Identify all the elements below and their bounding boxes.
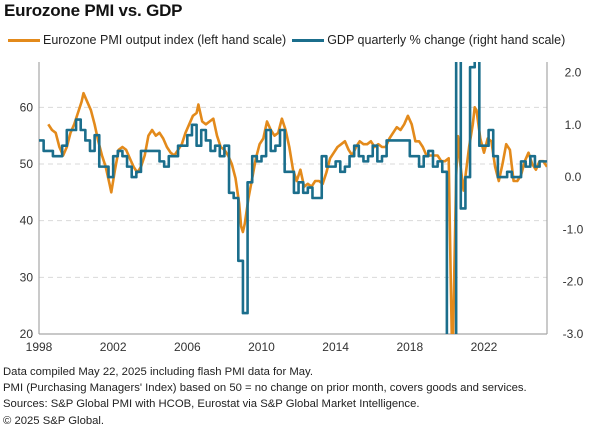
x-tick-label: 2010	[248, 340, 275, 354]
y-right-tick-label: -2.0	[563, 275, 584, 289]
note-definition: PMI (Purchasing Managers' Index) based o…	[3, 382, 527, 395]
legend-label-gdp: GDP quarterly % change (right hand scale…	[327, 33, 566, 47]
legend-swatch-pmi	[8, 38, 40, 42]
y-right-tick-label: -3.0	[563, 327, 584, 341]
tick-labels: 20 30 40 50 60 -3.0 -2.0 -1.0 0.0 1.0 2.0 1998 2002 2…	[20, 65, 584, 354]
legend: Eurozone PMI output index (left hand sca…	[8, 33, 571, 47]
axes	[38, 62, 548, 335]
x-tick-label: 1998	[26, 340, 53, 354]
y-left-tick-label: 30	[20, 270, 34, 284]
chart-area: 20 30 40 50 60 -3.0 -2.0 -1.0 0.0 1.0 2.0 1998 2002 2…	[20, 62, 584, 354]
y-left-tick-label: 40	[20, 214, 34, 228]
y-right-tick-label: -1.0	[563, 222, 584, 236]
note-copyright: © 2025 S&P Global.	[3, 414, 105, 427]
note-sources: Sources: S&P Global PMI with HCOB, Euros…	[3, 398, 420, 411]
series-lines	[39, 62, 547, 334]
x-tick-label: 2014	[322, 340, 349, 354]
chart-title: Eurozone PMI vs. GDP	[4, 1, 183, 20]
y-right-tick-label: 2.0	[565, 65, 582, 79]
y-left-tick-label: 60	[20, 100, 34, 114]
pmi-series-line	[47, 91, 547, 334]
y-right-tick-label: 1.0	[565, 118, 582, 132]
gridlines	[39, 106, 547, 278]
x-tick-label: 2022	[471, 340, 498, 354]
footnotes: Data compiled May 22, 2025 including fla…	[3, 364, 527, 429]
y-left-tick-label: 50	[20, 157, 34, 171]
x-tick-label: 2018	[396, 340, 423, 354]
note-compiled: Data compiled May 22, 2025 including fla…	[3, 366, 313, 378]
legend-item-gdp: GDP quarterly % change (right hand scale…	[292, 33, 565, 47]
legend-item-pmi: Eurozone PMI output index (left hand sca…	[8, 33, 286, 47]
y-right-tick-label: 0.0	[565, 170, 582, 184]
legend-swatch-gdp	[292, 38, 325, 42]
x-tick-label: 2006	[174, 340, 201, 354]
y-left-tick-label: 20	[20, 327, 34, 341]
gdp-series-line	[39, 62, 547, 334]
legend-label-pmi: Eurozone PMI output index (left hand sca…	[43, 33, 287, 47]
x-tick-label: 2002	[100, 340, 127, 354]
